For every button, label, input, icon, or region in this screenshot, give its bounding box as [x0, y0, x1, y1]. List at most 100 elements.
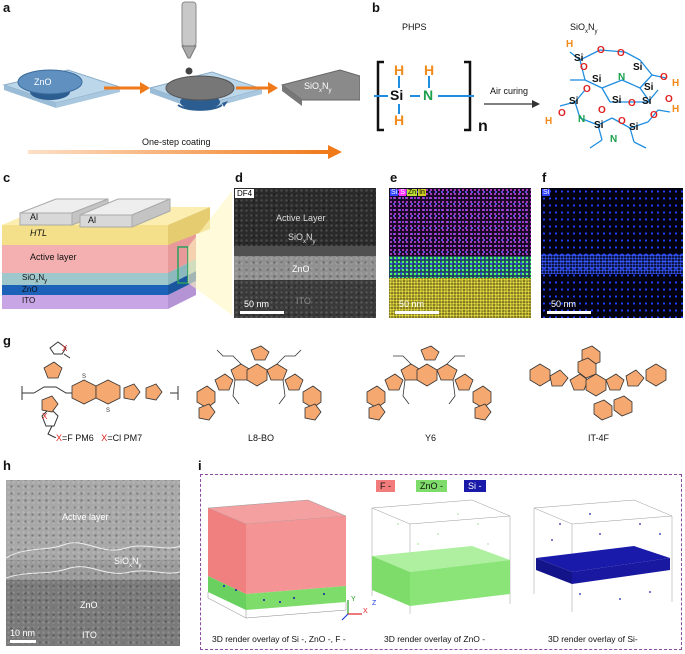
caption-i-all: 3D render overlay of Si -, ZnO -, F -	[212, 634, 346, 644]
zno-label-c: ZnO	[22, 285, 38, 294]
svg-text:S: S	[106, 408, 110, 414]
ito-label-c: ITO	[22, 296, 36, 305]
device-stack	[2, 191, 232, 315]
phps-n-h: H	[424, 62, 435, 78]
pm6-structure: S S	[21, 341, 179, 438]
al-label-2: Al	[88, 215, 97, 225]
net-o-1: O	[597, 45, 605, 56]
panel-label-c: c	[3, 170, 11, 185]
net-si-5: Si	[569, 96, 579, 107]
active-layer-label-d: Active Layer	[276, 213, 326, 223]
net-si-6: Si	[612, 95, 622, 106]
net-o-8: O	[618, 116, 626, 127]
net-si-8: Si	[594, 120, 604, 131]
net-h-1: H	[566, 39, 574, 50]
net-o-5: O	[628, 98, 636, 109]
tem-image-d: DF4 Active Layer SiOxNy ZnO ITO 50 nm	[234, 188, 376, 318]
air-curing-arrow	[484, 100, 540, 108]
net-si-3: Si	[592, 74, 602, 85]
scale-bar-e	[395, 311, 439, 314]
net-o-4: O	[583, 84, 591, 95]
siox-label-c: SiOxNy	[22, 273, 48, 285]
render-3d-si	[533, 499, 673, 612]
phps-h-top: H	[394, 62, 405, 78]
net-si-1: Si	[574, 53, 584, 64]
net-si-7: Si	[642, 96, 652, 107]
net-n-3: N	[610, 134, 618, 145]
zno-label-h: ZnO	[80, 600, 98, 610]
net-o-3: O	[660, 72, 668, 83]
zno-label-d: ZnO	[292, 264, 310, 274]
net-o-9: O	[558, 108, 566, 119]
phps-label: PHPS	[402, 22, 427, 32]
caption-i-si: 3D render overlay of Si-	[548, 634, 638, 644]
axis-y: Y	[351, 596, 356, 603]
panel-i-frame	[200, 474, 682, 650]
net-o-11: O	[580, 62, 588, 73]
phps-structure	[374, 60, 474, 132]
siox-label-a: SiOxNy	[304, 81, 332, 94]
net-h-2: H	[672, 78, 680, 89]
net-si-2: Si	[633, 62, 643, 73]
axis-gizmo	[341, 600, 362, 621]
net-h-4: H	[672, 104, 680, 115]
legend-i-f: F -	[376, 480, 395, 492]
scale-text-d: 50 nm	[244, 299, 270, 309]
panel-label-b: b	[372, 0, 380, 15]
net-o-7: O	[650, 110, 658, 121]
render-3d-all	[207, 499, 347, 619]
scale-text-h: 10 nm	[10, 628, 36, 638]
caption-i-zno: 3D render overlay of ZnO -	[384, 634, 486, 644]
legend-zn: Zn	[406, 189, 418, 196]
legend-in: In	[418, 189, 426, 196]
pm6-x-bottom: X	[42, 412, 48, 421]
legend-e: Si S Zn In	[390, 189, 426, 196]
scale-bar-f	[547, 311, 591, 314]
sioxny-network	[559, 49, 671, 149]
panel-label-f: f	[542, 170, 547, 185]
net-n-2: N	[578, 114, 586, 125]
phps-n-subscript: n	[478, 118, 488, 135]
panel-label-a: a	[3, 0, 11, 15]
df4-tag: DF4	[235, 189, 255, 198]
axis-z: Z	[372, 600, 377, 607]
ito-label-d: ITO	[296, 296, 311, 306]
htl-label: HTL	[30, 228, 48, 238]
legend-i-si: Si -	[464, 480, 486, 492]
legend-i-zno: ZnO -	[416, 480, 448, 492]
siox-label-d: SiOxNy	[288, 232, 316, 245]
al-label-1: Al	[30, 212, 39, 222]
active-layer-label-c: Active layer	[30, 252, 77, 262]
panel-label-e: e	[390, 170, 398, 185]
eds-map-e: Si S Zn In 50 nm	[389, 188, 531, 318]
one-step-coating-label: One-step coating	[142, 137, 211, 147]
zno-label-a: ZnO	[34, 77, 52, 87]
panel-label-h: h	[3, 458, 11, 473]
panel-a-diagram	[2, 1, 360, 159]
net-o-6: O	[598, 105, 606, 116]
panel-label-g: g	[3, 333, 11, 348]
net-si-4: Si	[644, 82, 654, 93]
pm6-legend: X=F PM6 X=Cl PM7	[56, 433, 143, 443]
legend-s: S	[399, 189, 406, 196]
y6-structure	[366, 345, 492, 421]
it4f-structure	[529, 345, 667, 421]
net-o-10: O	[665, 94, 673, 105]
scale-bar-d	[240, 311, 284, 314]
active-layer-label-h: Active layer	[62, 512, 109, 522]
render-3d-zno	[371, 499, 511, 614]
air-curing-label: Air curing	[490, 86, 529, 96]
ito-label-h: ITO	[82, 630, 97, 640]
axis-x: X	[363, 608, 368, 615]
phps-h-bottom: H	[394, 112, 405, 128]
phps-si: Si	[390, 87, 404, 103]
scale-text-e: 50 nm	[399, 299, 425, 309]
net-h-3: H	[545, 116, 553, 127]
eds-map-f: Si 50 nm	[541, 188, 683, 318]
scale-bar-h	[10, 640, 36, 643]
phps-n: N	[423, 87, 434, 103]
net-o-2: O	[617, 48, 625, 59]
net-n-1: N	[618, 72, 626, 83]
sioxny-product-label: SiOxNy	[570, 22, 598, 35]
l8bo-label: L8-BO	[248, 433, 275, 443]
